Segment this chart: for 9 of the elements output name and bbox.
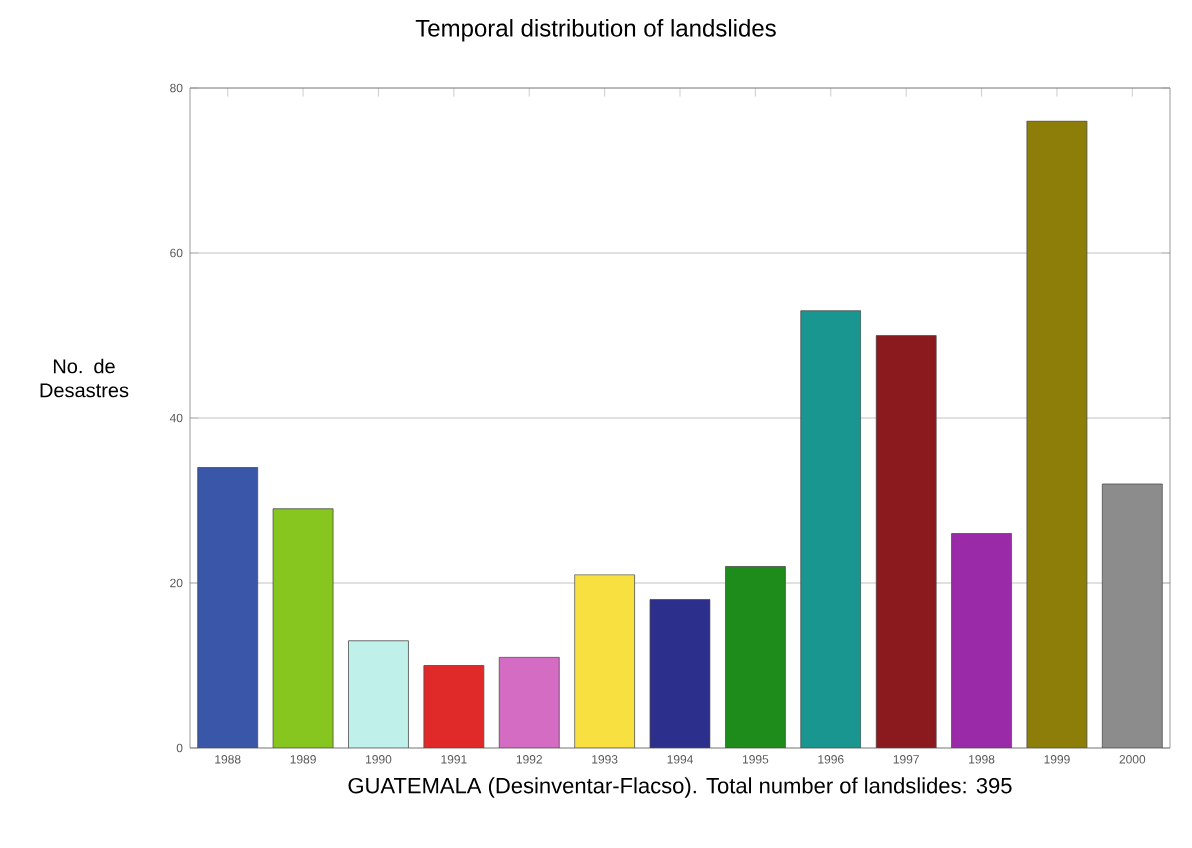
bar: [574, 574, 636, 748]
bar: [1026, 120, 1088, 748]
bar: [800, 310, 862, 748]
bar: [498, 656, 560, 748]
bar: [197, 467, 259, 748]
chart-title: Temporal distribution of landslides: [415, 19, 776, 42]
bar: [649, 599, 711, 748]
y-axis-title: No. de Desastres: [40, 358, 129, 398]
x-axis-title: GUATEMALA (Desinventar-Flacso). Total number of landslides: 395: [348, 777, 1012, 798]
